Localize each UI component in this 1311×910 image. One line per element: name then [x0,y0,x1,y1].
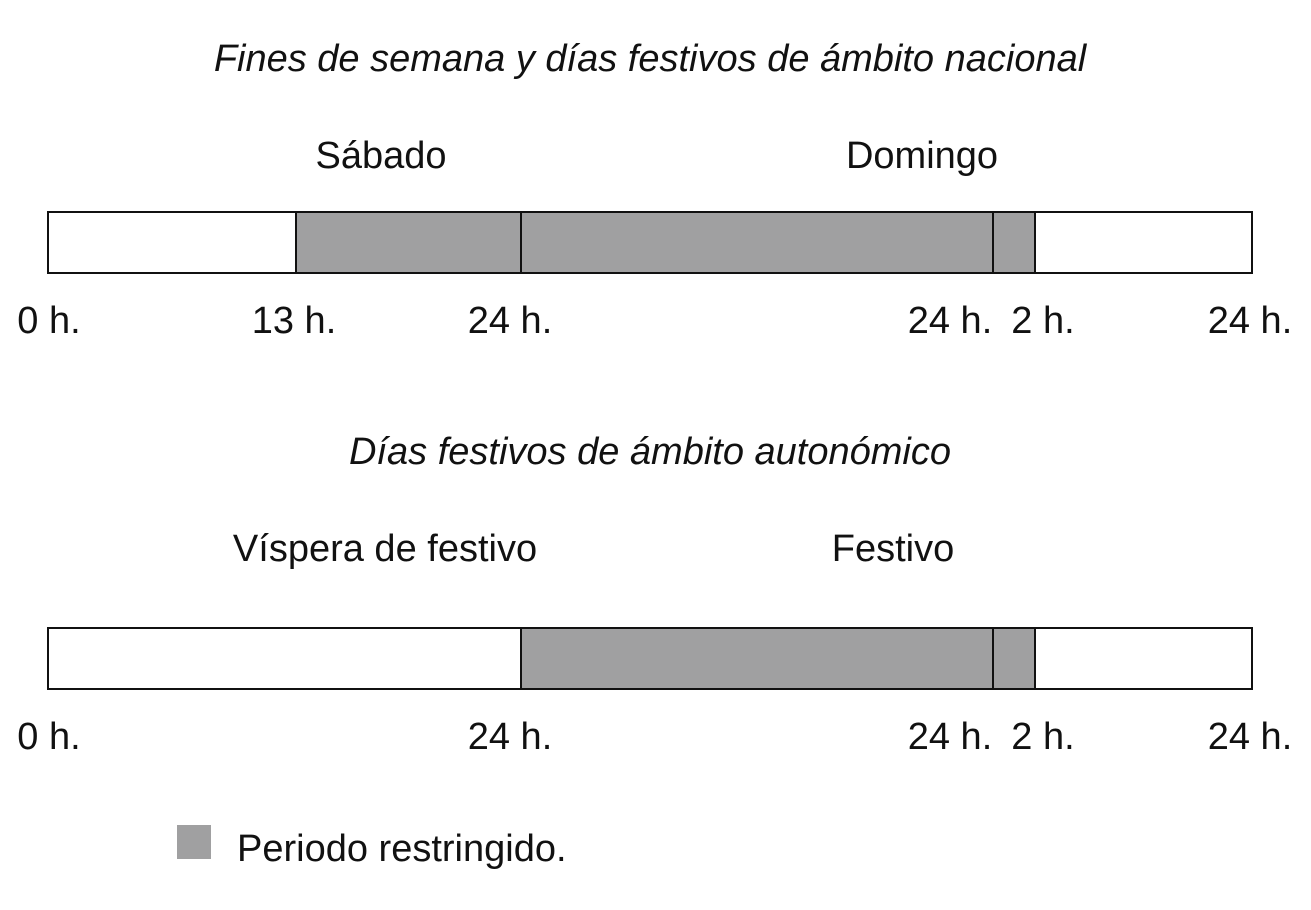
panel-1-divider-24h-domingo [992,213,994,272]
panel-2-day-1-label: Víspera de festivo [232,528,538,570]
panel-2-tick-2h: 2 h. [1011,716,1075,758]
panel-2-tick-24h-c: 24 h. [1207,716,1293,758]
panel-1-divider-2h [1034,213,1036,272]
panel-1-title: Fines de semana y días festivos de ámbit… [213,38,1087,80]
panel-1-day-1-label: Sábado [315,135,447,177]
panel-1-tick-24h-b: 24 h. [907,300,993,342]
panel-2-title: Días festivos de ámbito autonómico [349,431,951,473]
panel-2-timeline-bar [47,627,1253,690]
panel-2-divider-2h [1034,629,1036,688]
panel-1-day-2-label: Domingo [845,135,999,177]
panel-1-tick-2h: 2 h. [1011,300,1075,342]
legend-restricted-swatch [177,825,211,859]
panel-2-divider-24h-vispera [520,629,522,688]
panel-1-tick-24h-c: 24 h. [1207,300,1293,342]
panel-1-divider-13h [295,213,297,272]
panel-1-tick-24h-a: 24 h. [467,300,553,342]
panel-2-day-2-label: Festivo [831,528,955,570]
panel-2-tick-24h-b: 24 h. [907,716,993,758]
panel-2-divider-24h-festivo [992,629,994,688]
panel-2-restricted-segment [521,629,1035,688]
legend-restricted-label: Periodo restringido. [237,828,567,870]
panel-1-restricted-segment [296,213,1035,272]
panel-1-tick-0h: 0 h. [17,300,81,342]
panel-2-tick-24h-a: 24 h. [467,716,553,758]
panel-1-tick-13h: 13 h. [251,300,337,342]
panel-1-divider-24h-sabado [520,213,522,272]
panel-2-tick-0h: 0 h. [17,716,81,758]
panel-1-timeline-bar [47,211,1253,274]
